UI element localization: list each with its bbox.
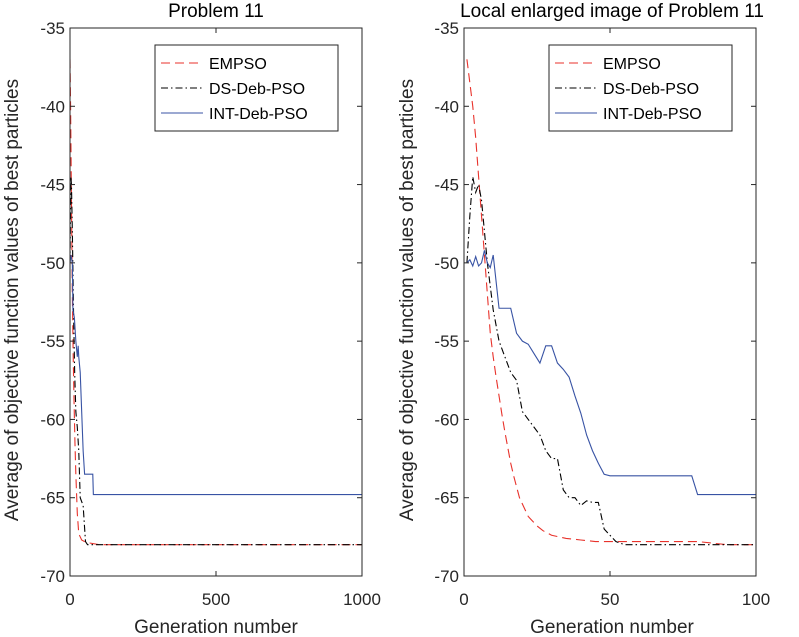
legend-label-empso: EMPSO	[603, 56, 661, 73]
y-tick-label: -45	[434, 176, 459, 195]
legend-label-int-deb-pso: INT-Deb-PSO	[603, 106, 702, 123]
x-tick-label: 0	[459, 590, 468, 609]
y-tick-label: -70	[434, 567, 459, 586]
legend: EMPSO DS-Deb-PSO INT-Deb-PSO	[548, 44, 733, 132]
x-tick-label: 1000	[343, 590, 381, 609]
legend-label-ds-deb-pso: DS-Deb-PSO	[209, 81, 305, 98]
y-tick-label: -65	[40, 489, 65, 508]
legend: EMPSO DS-Deb-PSO INT-Deb-PSO	[154, 44, 339, 132]
x-tick-label: 50	[601, 590, 620, 609]
series-line-int-deb-pso	[70, 254, 362, 496]
x-tick-label: 0	[65, 590, 74, 609]
chart-title: Local enlarged image of Problem 11	[460, 1, 764, 22]
series-line-empso	[466, 59, 756, 546]
legend-label-empso: EMPSO	[209, 56, 267, 73]
chart-panel-local-enlarged: Local enlarged image of Problem 11 Avera…	[397, 1, 770, 637]
legend-label-int-deb-pso: INT-Deb-PSO	[209, 106, 308, 123]
y-tick-label: -60	[434, 410, 459, 429]
series-line-ds-deb-pso	[70, 176, 362, 546]
series-line-ds-deb-pso	[466, 176, 756, 546]
legend-label-ds-deb-pso: DS-Deb-PSO	[603, 81, 699, 98]
chart-title: Problem 11	[168, 1, 264, 22]
x-axis-label: Generation number	[134, 617, 298, 637]
x-axis-label: Generation number	[530, 617, 694, 637]
x-tick-label: 500	[202, 590, 230, 609]
chart-panel-problem-11: Problem 11 Average of objective function…	[2, 1, 381, 637]
series-line-int-deb-pso	[466, 250, 756, 496]
y-tick-label: -50	[40, 254, 65, 273]
y-tick-label: -40	[434, 97, 459, 116]
y-tick-label: -35	[434, 19, 459, 38]
y-tick-label: -50	[434, 254, 459, 273]
y-tick-label: -55	[434, 332, 459, 351]
y-axis-label: Average of objective function values of …	[397, 79, 418, 521]
x-tick-label: 100	[742, 590, 770, 609]
y-tick-label: -45	[40, 176, 65, 195]
y-tick-label: -70	[40, 567, 65, 586]
y-tick-label: -65	[434, 489, 459, 508]
y-tick-label: -40	[40, 97, 65, 116]
y-tick-label: -35	[40, 19, 65, 38]
y-axis-label: Average of objective function values of …	[2, 79, 23, 521]
y-tick-label: -55	[40, 332, 65, 351]
y-tick-label: -60	[40, 410, 65, 429]
